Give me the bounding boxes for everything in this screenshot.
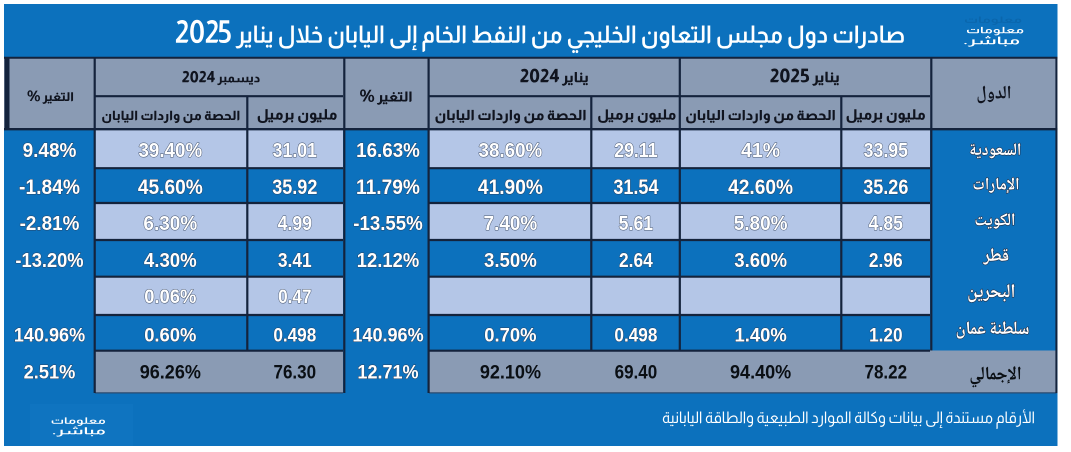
svg-text:16.63%: 16.63%	[356, 139, 420, 162]
svg-text:29.11: 29.11	[614, 140, 658, 162]
svg-text:69.40: 69.40	[615, 360, 658, 382]
svg-text:12.12%: 12.12%	[357, 250, 419, 272]
svg-text:4.30%: 4.30%	[144, 250, 197, 272]
svg-text:39.40%: 39.40%	[138, 139, 202, 162]
svg-text:31.54: 31.54	[613, 176, 658, 199]
svg-text:-13.55%: -13.55%	[353, 212, 423, 235]
svg-text:41%: 41%	[741, 140, 780, 162]
svg-text:0.06%: 0.06%	[144, 286, 196, 308]
svg-text:33.95: 33.95	[864, 140, 909, 162]
svg-text:78.22: 78.22	[865, 360, 908, 382]
svg-text:1.20: 1.20	[869, 323, 902, 345]
svg-text:140.96%: 140.96%	[352, 325, 423, 347]
svg-text:4.85: 4.85	[869, 213, 904, 235]
svg-text:9.48%: 9.48%	[23, 139, 77, 162]
svg-text:94.40%: 94.40%	[730, 361, 791, 383]
svg-text:35.26: 35.26	[863, 176, 908, 199]
svg-text:6.30%: 6.30%	[143, 212, 197, 235]
svg-text:12.71%: 12.71%	[357, 361, 418, 383]
svg-text:-13.20%: -13.20%	[15, 250, 83, 272]
svg-text:5.61: 5.61	[619, 213, 654, 235]
svg-text:-1.84%: -1.84%	[19, 176, 80, 199]
svg-text:0.498: 0.498	[614, 323, 657, 345]
svg-text:38.60%: 38.60%	[479, 139, 543, 162]
svg-text:45.60%: 45.60%	[138, 176, 203, 199]
svg-text:3.50%: 3.50%	[484, 250, 537, 272]
svg-text:0.70%: 0.70%	[484, 325, 536, 347]
svg-text:0.60%: 0.60%	[144, 325, 196, 347]
svg-text:41.90%: 41.90%	[478, 176, 543, 199]
svg-text:1.40%: 1.40%	[734, 325, 786, 347]
svg-text:0.47: 0.47	[278, 285, 311, 307]
svg-text:42.60%: 42.60%	[728, 176, 793, 199]
svg-text:92.10%: 92.10%	[480, 361, 541, 383]
svg-text:35.92: 35.92	[272, 176, 317, 199]
svg-text:140.96%: 140.96%	[14, 325, 85, 347]
svg-text:11.79%: 11.79%	[356, 176, 420, 199]
svg-text:7.40%: 7.40%	[484, 212, 538, 235]
svg-text:2.51%: 2.51%	[24, 362, 76, 384]
svg-text:-2.81%: -2.81%	[20, 212, 80, 235]
svg-text:3.41: 3.41	[278, 249, 312, 271]
svg-text:2.64: 2.64	[619, 249, 653, 271]
svg-text:31.01: 31.01	[273, 140, 318, 162]
svg-text:4.99: 4.99	[278, 213, 312, 235]
svg-text:96.26%: 96.26%	[140, 361, 201, 383]
svg-text:0.498: 0.498	[273, 323, 316, 345]
svg-text:76.30: 76.30	[274, 360, 317, 382]
svg-text:5.80%: 5.80%	[734, 212, 788, 235]
svg-text:3.60%: 3.60%	[734, 250, 787, 272]
svg-text:2.96: 2.96	[869, 249, 903, 271]
